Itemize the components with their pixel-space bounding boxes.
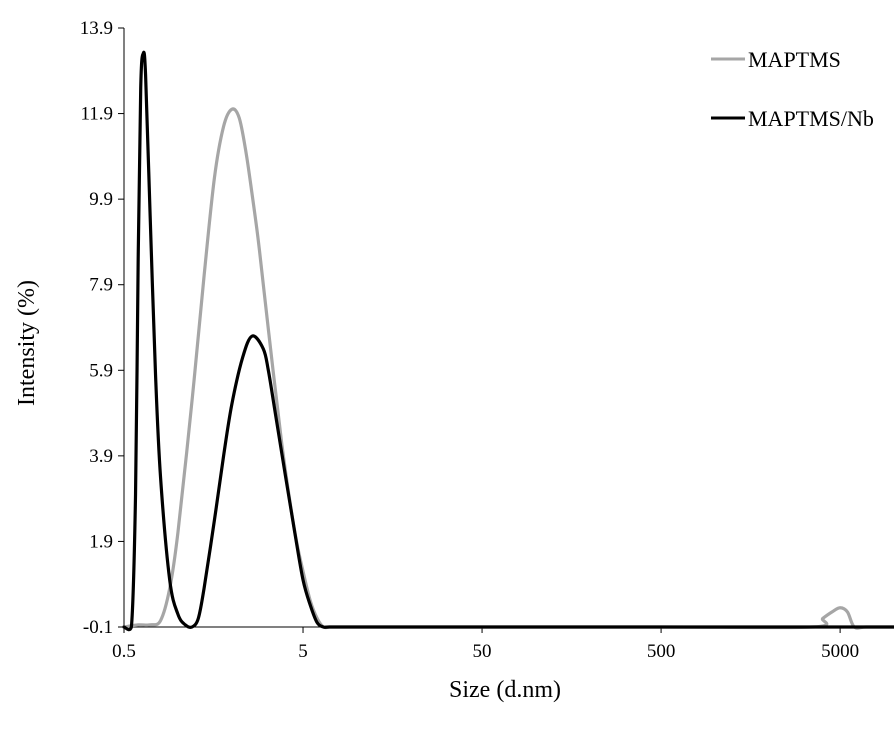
y-tick-label: 11.9 [80,104,113,125]
plot-area: -0.1 1.9 3.9 5.9 7.9 9.9 11.9 13.9 0.5 5 50 500 500… [80,18,894,662]
y-tick-label: 5.9 [89,360,113,381]
y-tick-label: 9.9 [89,189,113,210]
y-tick-label: 7.9 [89,275,113,296]
x-axis-ticks: 0.5 5 50 500 5000 [112,627,859,662]
legend-item-maptms: MAPTMS [711,47,841,72]
y-tick-label: 13.9 [80,18,113,39]
series-layer [122,50,894,632]
x-tick-label: 500 [647,641,676,662]
series-line-maptms-nb [122,50,894,632]
y-tick-label: -0.1 [83,617,113,638]
y-tick-label: 1.9 [89,531,113,552]
y-axis-title: Intensity (%) [14,280,40,406]
x-tick-label: 5 [298,641,308,662]
legend-item-maptms-nb: MAPTMS/Nb [711,106,874,131]
x-axis-title: Size (d.nm) [449,677,561,703]
y-axis-ticks: -0.1 1.9 3.9 5.9 7.9 9.9 11.9 13.9 [80,18,124,638]
x-tick-label: 5000 [821,641,859,662]
legend: MAPTMS MAPTMS/Nb [711,47,874,131]
y-tick-label: 3.9 [89,446,113,467]
x-tick-label: 0.5 [112,641,136,662]
legend-label-maptms-nb: MAPTMS/Nb [748,106,874,131]
x-tick-label: 50 [473,641,492,662]
legend-label-maptms: MAPTMS [748,47,841,72]
